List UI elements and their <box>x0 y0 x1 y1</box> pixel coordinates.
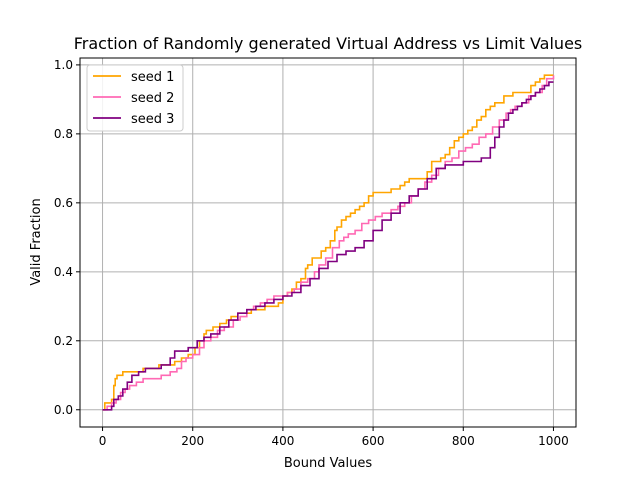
series-line-3 <box>102 81 554 411</box>
legend: seed 1 seed 2 seed 3 <box>86 64 184 132</box>
y-tick-label: 0.6 <box>54 196 73 210</box>
legend-box <box>86 64 184 132</box>
legend-label-2: seed 2 <box>131 91 174 106</box>
grid-lines <box>80 58 576 427</box>
data-series <box>102 74 555 411</box>
y-tick-label: 0.8 <box>54 127 73 141</box>
x-tick-label: 0 <box>99 434 107 448</box>
x-axis-ticks: 0 200 400 600 800 1000 <box>99 427 569 448</box>
series-line-1 <box>102 74 554 411</box>
y-tick-label: 0.2 <box>54 334 73 348</box>
y-axis-ticks: 0.0 0.2 0.4 0.6 0.8 1.0 <box>54 58 80 417</box>
legend-label-1: seed 1 <box>131 70 174 85</box>
x-tick-label: 400 <box>271 434 294 448</box>
y-tick-label: 0.0 <box>54 403 73 417</box>
x-tick-label: 800 <box>452 434 475 448</box>
y-tick-label: 0.4 <box>54 265 73 279</box>
legend-label-3: seed 3 <box>131 112 174 127</box>
x-axis-label: Bound Values <box>284 456 372 471</box>
plot-frame <box>79 57 577 428</box>
x-tick-label: 200 <box>181 434 204 448</box>
y-axis-label: Valid Fraction <box>29 198 44 285</box>
x-tick-label: 1000 <box>538 434 569 448</box>
chart-title: Fraction of Randomly generated Virtual A… <box>74 34 583 53</box>
series-line-2 <box>102 75 555 411</box>
y-tick-label: 1.0 <box>54 58 73 72</box>
x-tick-label: 600 <box>362 434 385 448</box>
